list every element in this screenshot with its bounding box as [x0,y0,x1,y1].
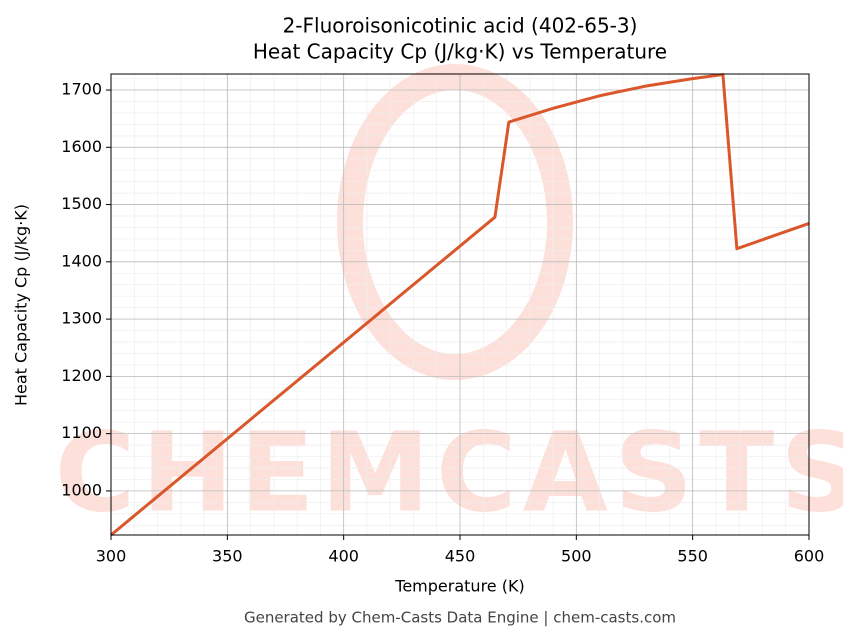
x-tick-label: 550 [677,547,708,566]
plot-frame [110,73,810,536]
y-tick-label: 1300 [61,309,102,328]
chart-title: 2-Fluoroisonicotinic acid (402-65-3) [283,14,638,38]
data-line [110,73,810,537]
y-tick-label: 1600 [61,137,102,156]
x-tick-label: 350 [212,547,243,566]
x-tick-label: 300 [96,547,127,566]
x-tick-label: 400 [328,547,359,566]
y-tick-label: 1000 [61,480,102,499]
x-axis-label: Temperature (K) [394,577,524,596]
chart-subtitle: Heat Capacity Cp (J/kg·K) vs Temperature [253,40,667,64]
y-tick-label: 1100 [61,423,102,442]
watermark-logo [337,64,573,380]
y-tick-label: 1500 [61,194,102,213]
y-tick-label: 1200 [61,366,102,385]
x-tick-label: 450 [445,547,476,566]
x-tick-label: 500 [561,547,592,566]
watermark: CHEMCASTS [55,408,843,536]
y-tick-label: 1700 [61,80,102,99]
footer: Generated by Chem-Casts Data Engine | ch… [244,609,676,627]
x-tick-label: 600 [794,547,825,566]
y-tick-label: 1400 [61,251,102,270]
y-axis-label: Heat Capacity Cp (J/kg·K) [12,204,31,406]
